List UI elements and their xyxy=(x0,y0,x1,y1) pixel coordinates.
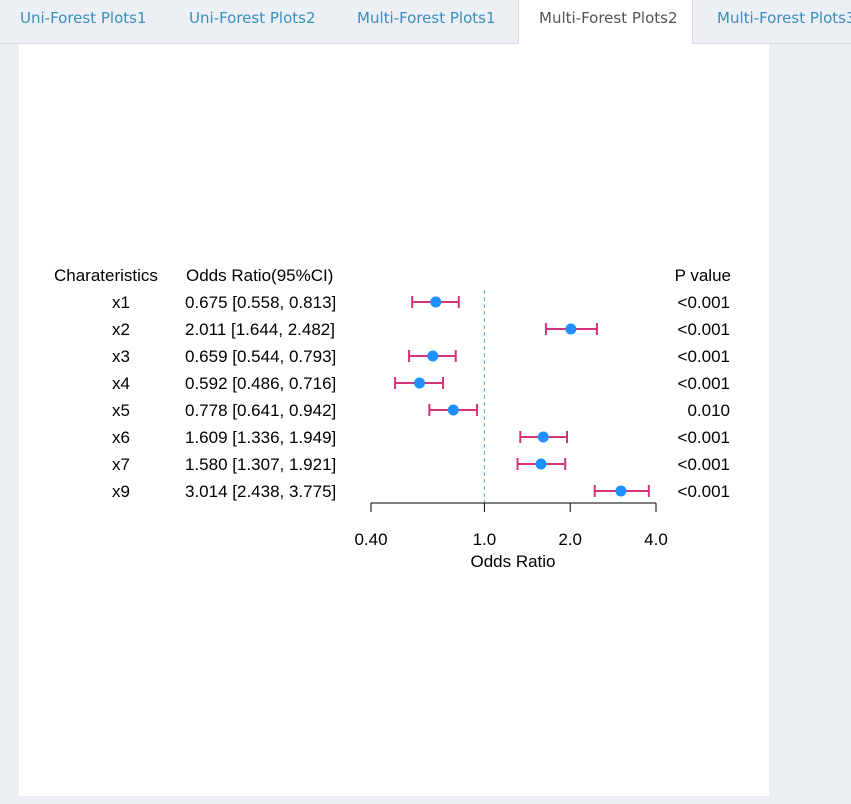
or-point-x7 xyxy=(535,458,547,470)
x-axis-label: Odds Ratio xyxy=(470,552,555,571)
or-point-x6 xyxy=(537,431,549,443)
tab-uni-forest-plots1[interactable]: Uni-Forest Plots1 xyxy=(20,9,147,27)
row-or-text-x4: 0.592 [0.486, 0.716] xyxy=(185,374,336,393)
plot-panel: Charateristics Odds Ratio(95%CI) P value… xyxy=(19,44,769,796)
row-label-x4: x4 xyxy=(112,374,130,393)
row-p-values: <0.001 <0.001 <0.001 <0.001 0.010 <0.001 <0.00… xyxy=(678,293,730,501)
tab-multi-forest-plots1[interactable]: Multi-Forest Plots1 xyxy=(357,9,496,27)
row-p-x2: <0.001 xyxy=(678,320,730,339)
row-or-text-x7: 1.580 [1.307, 1.921] xyxy=(185,455,336,474)
tab-multi-forest-plots2[interactable]: Multi-Forest Plots2 xyxy=(518,0,693,45)
row-or-text-x6: 1.609 [1.336, 1.949] xyxy=(185,428,336,447)
row-label-x6: x6 xyxy=(112,428,130,447)
row-label-x2: x2 xyxy=(112,320,130,339)
tab-uni-forest-plots2[interactable]: Uni-Forest Plots2 xyxy=(189,9,316,27)
x-tick-label-4.0: 4.0 xyxy=(644,530,668,549)
x-tick-label-2.0: 2.0 xyxy=(558,530,582,549)
row-p-x5: 0.010 xyxy=(687,401,730,420)
or-point-x2 xyxy=(565,323,577,335)
row-p-x9: <0.001 xyxy=(678,482,730,501)
row-or-text-x9: 3.014 [2.438, 3.775] xyxy=(185,482,336,501)
row-or-text-x5: 0.778 [0.641, 0.942] xyxy=(185,401,336,420)
row-odds-ratio-texts: 0.675 [0.558, 0.813] 2.011 [1.644, 2.482]… xyxy=(185,293,336,501)
forest-marks xyxy=(394,296,650,497)
or-point-x1 xyxy=(430,296,442,308)
or-point-x3 xyxy=(427,350,439,362)
row-label-x9: x9 xyxy=(112,482,130,501)
x-axis: 0.40 1.0 2.0 4.0 xyxy=(354,502,668,549)
row-label-x3: x3 xyxy=(112,347,130,366)
row-label-x1: x1 xyxy=(112,293,130,312)
header-characteristics: Charateristics xyxy=(54,266,158,285)
forest-plot: Charateristics Odds Ratio(95%CI) P value… xyxy=(54,266,731,571)
row-or-text-x1: 0.675 [0.558, 0.813] xyxy=(185,293,336,312)
row-p-x6: <0.001 xyxy=(678,428,730,447)
row-p-x3: <0.001 xyxy=(678,347,730,366)
x-tick-label-1.0: 1.0 xyxy=(473,530,497,549)
row-or-text-x3: 0.659 [0.544, 0.793] xyxy=(185,347,336,366)
header-odds-ratio: Odds Ratio(95%CI) xyxy=(186,266,333,285)
row-or-text-x2: 2.011 [1.644, 2.482] xyxy=(185,320,335,339)
row-p-x1: <0.001 xyxy=(678,293,730,312)
or-point-x5 xyxy=(447,404,459,416)
row-p-x7: <0.001 xyxy=(678,455,730,474)
or-point-x4 xyxy=(414,377,426,389)
row-label-x7: x7 xyxy=(112,455,130,474)
row-labels: x1 x2 x3 x4 x5 x6 x7 x9 xyxy=(112,293,130,501)
row-label-x5: x5 xyxy=(112,401,130,420)
header-p-value: P value xyxy=(675,266,731,285)
tab-multi-forest-plots3[interactable]: Multi-Forest Plots3 xyxy=(717,9,851,27)
tab-bar: Uni-Forest Plots1 Uni-Forest Plots2 Mult… xyxy=(0,0,851,45)
x-tick-label-0.40: 0.40 xyxy=(354,530,387,549)
or-point-x9 xyxy=(615,485,627,497)
row-p-x4: <0.001 xyxy=(678,374,730,393)
